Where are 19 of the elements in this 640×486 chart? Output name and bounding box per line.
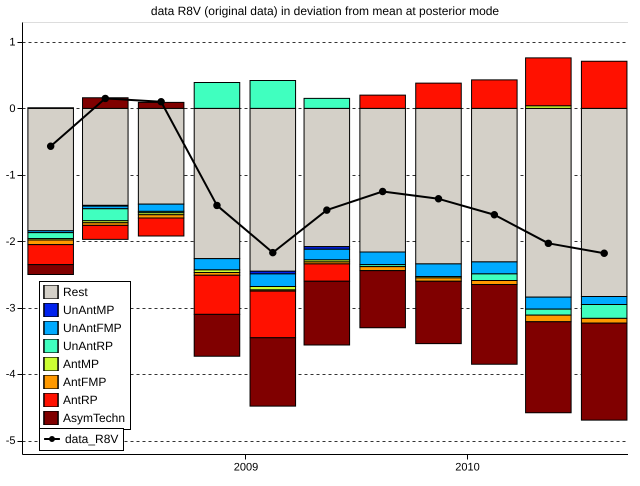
x-tick-label: 2010 — [455, 462, 480, 474]
legend-label: AntRP — [63, 393, 98, 407]
y-tick-label: -3 — [6, 302, 16, 314]
y-tick-label: 1 — [9, 36, 16, 48]
legend-label: AntMP — [63, 357, 100, 371]
legend-label: AntFMP — [63, 375, 106, 389]
legend-label: AsymTechn — [63, 411, 126, 425]
legend-label: UnAntRP — [63, 339, 114, 353]
legend-label: UnAntMP — [63, 303, 114, 317]
y-tick-label: -1 — [6, 169, 16, 182]
legend-label: data_R8V — [65, 432, 118, 446]
y-tick-label: -5 — [6, 435, 16, 448]
chart-title: data R8V (original data) in deviation from mean at posterior mode — [150, 4, 500, 18]
legend-label: Rest — [63, 285, 88, 299]
y-tick-label: -4 — [6, 368, 16, 381]
legend-label: UnAntFMP — [63, 321, 122, 335]
x-tick-label: 2009 — [234, 462, 258, 474]
y-tick-label: 0 — [9, 102, 16, 115]
y-tick-label: -2 — [6, 236, 16, 248]
